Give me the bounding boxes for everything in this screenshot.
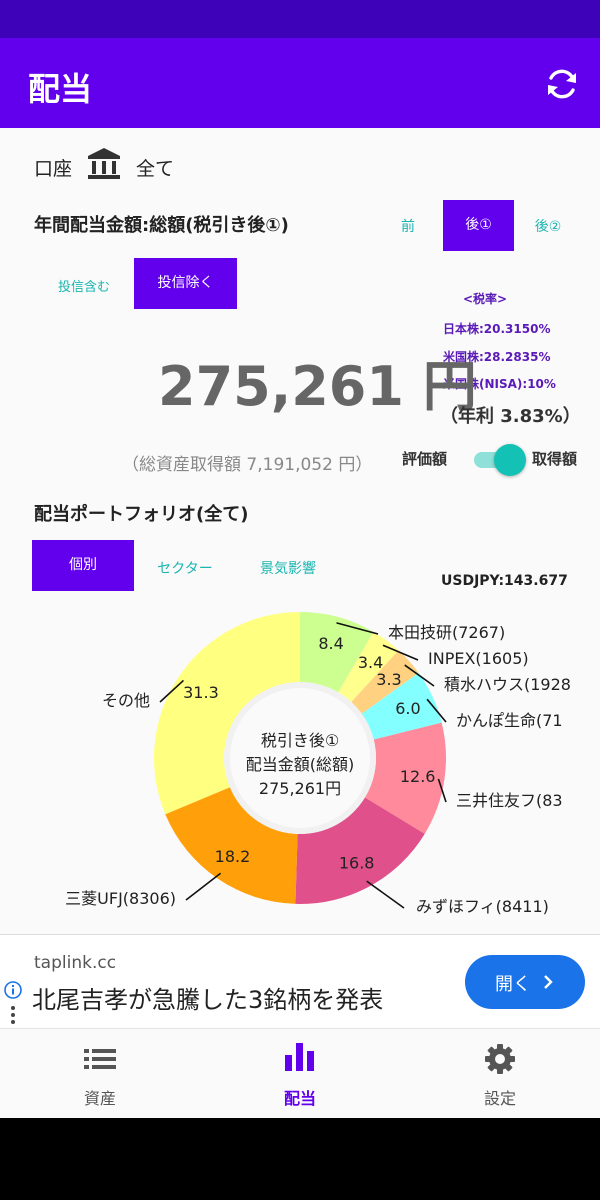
- dividend-screen: 口座 全て 年間配当金額:総額(税引き後①) 前 後① 後② 投信含む 投信除く…: [0, 128, 600, 934]
- pie-slice[interactable]: [364, 722, 447, 834]
- ad-open-button[interactable]: 開く: [465, 955, 585, 1009]
- status-bar: [0, 0, 600, 38]
- page-title: 配当: [28, 70, 93, 108]
- pie-leader-line: [366, 880, 405, 909]
- pie-leader-line: [159, 679, 185, 703]
- pie-slice[interactable]: [165, 787, 298, 904]
- pie-value-label: 3.3: [376, 670, 401, 689]
- tax-rate-us: 米国株:28.2835%: [443, 350, 551, 364]
- pie-category-label: 本田技研(7267): [388, 623, 505, 642]
- pie-value-label: 12.6: [400, 767, 436, 786]
- pie-category-label: 三菱UFJ(8306): [65, 889, 176, 908]
- pie-slice[interactable]: [351, 650, 419, 714]
- chart-center-line-2: 配当金額(総額): [246, 755, 355, 774]
- tab-economic-impact[interactable]: 景気影響: [260, 561, 316, 577]
- pie-leader-line: [437, 778, 447, 803]
- pie-category-label: 積水ハウス(1928: [444, 675, 571, 694]
- pie-value-label: 3.4: [358, 653, 383, 672]
- tab-before-tax[interactable]: 前: [401, 219, 415, 235]
- pie-leader-line: [382, 644, 419, 661]
- valuation-toggle[interactable]: [474, 444, 528, 476]
- nav-dividend-label: 配当: [283, 1089, 316, 1108]
- pie-slice[interactable]: [300, 612, 374, 693]
- pie-value-label: 8.4: [318, 634, 343, 653]
- total-assets-cost: （総資産取得額 7,191,052 円）: [122, 455, 373, 475]
- pie-value-label: 31.3: [183, 683, 219, 702]
- ad-banner[interactable]: taplink.cc 北尾吉孝が急騰した3銘柄を発表 開く: [0, 934, 600, 1028]
- pie-slice[interactable]: [361, 672, 442, 740]
- pie-leader-line: [185, 872, 222, 901]
- bottom-navigation: 資産 配当 設定: [0, 1028, 600, 1118]
- nav-dividend[interactable]: 配当: [200, 1029, 400, 1119]
- toggle-right-label: 取得額: [532, 450, 578, 468]
- dividend-pie-chart: 8.4 3.43.3 6.0 12.6 16.8 18.2 31.3 税引き後① 配当金額(…: [65, 612, 571, 916]
- pie-value-label: 16.8: [339, 854, 375, 873]
- nav-settings-label: 設定: [483, 1089, 516, 1108]
- bar-chart-icon: [285, 1043, 314, 1071]
- tax-rate-us-nisa: 米国株(NISA):10%: [443, 377, 556, 391]
- system-nav-bar: [0, 1118, 600, 1200]
- pie-value-label: 6.0: [395, 699, 420, 718]
- exclude-funds-button[interactable]: 投信除く: [134, 258, 237, 309]
- tab-individual[interactable]: 個別: [32, 540, 134, 591]
- include-funds-button[interactable]: 投信含む: [57, 280, 110, 295]
- list-icon: [84, 1049, 116, 1069]
- pie-leader-line: [426, 698, 447, 723]
- account-label: 口座: [34, 158, 73, 180]
- pie-category-label: 三井住友フ(83: [456, 791, 563, 810]
- nav-assets[interactable]: 資産: [0, 1029, 200, 1119]
- tax-rate-title: <税率>: [463, 292, 508, 306]
- bank-icon: [88, 148, 120, 179]
- ad-domain: taplink.cc: [34, 953, 117, 973]
- pie-category-label: かんぽ生命(71: [456, 711, 563, 730]
- usdjpy-rate: USDJPY:143.677: [441, 573, 568, 589]
- app-bar: 配当: [0, 38, 600, 128]
- account-value[interactable]: 全て: [136, 158, 175, 180]
- tab-after-tax-1[interactable]: 後①: [443, 200, 514, 251]
- pie-category-label: みずほフィ(8411): [416, 897, 549, 916]
- nav-assets-label: 資産: [83, 1089, 116, 1108]
- pie-leader-line: [336, 622, 379, 635]
- pie-category-label: INPEX(1605): [428, 649, 529, 668]
- annual-dividend-amount: 275,261 円: [158, 355, 477, 418]
- annual-dividend-heading: 年間配当金額:総額(税引き後①): [34, 215, 289, 236]
- more-vert-icon[interactable]: [9, 1005, 17, 1025]
- pie-slice[interactable]: [154, 612, 300, 815]
- annual-yield: （年利 3.83%）: [440, 406, 581, 427]
- gear-icon: [485, 1044, 515, 1074]
- chart-center-line-1: 税引き後①: [261, 731, 339, 750]
- toggle-left-label: 評価額: [402, 450, 448, 468]
- tax-rate-japan: 日本株:20.3150%: [443, 322, 551, 336]
- tab-sector[interactable]: セクター: [157, 561, 213, 577]
- pie-value-label: 18.2: [215, 847, 251, 866]
- tab-after-tax-2[interactable]: 後②: [534, 219, 562, 235]
- nav-settings[interactable]: 設定: [400, 1029, 600, 1119]
- chevron-right-icon: [544, 975, 553, 989]
- info-icon[interactable]: [4, 981, 22, 999]
- refresh-icon[interactable]: [542, 64, 582, 104]
- pie-leader-line: [404, 664, 435, 687]
- ad-open-label: 開く: [495, 974, 531, 995]
- pie-slice[interactable]: [338, 631, 399, 702]
- portfolio-heading: 配当ポートフォリオ(全て): [34, 504, 249, 525]
- pie-category-label: その他: [102, 691, 150, 710]
- chart-center-line-3: 275,261円: [259, 779, 341, 798]
- ad-headline[interactable]: 北尾吉孝が急騰した3銘柄を発表: [32, 986, 384, 1014]
- pie-slice[interactable]: [295, 797, 425, 904]
